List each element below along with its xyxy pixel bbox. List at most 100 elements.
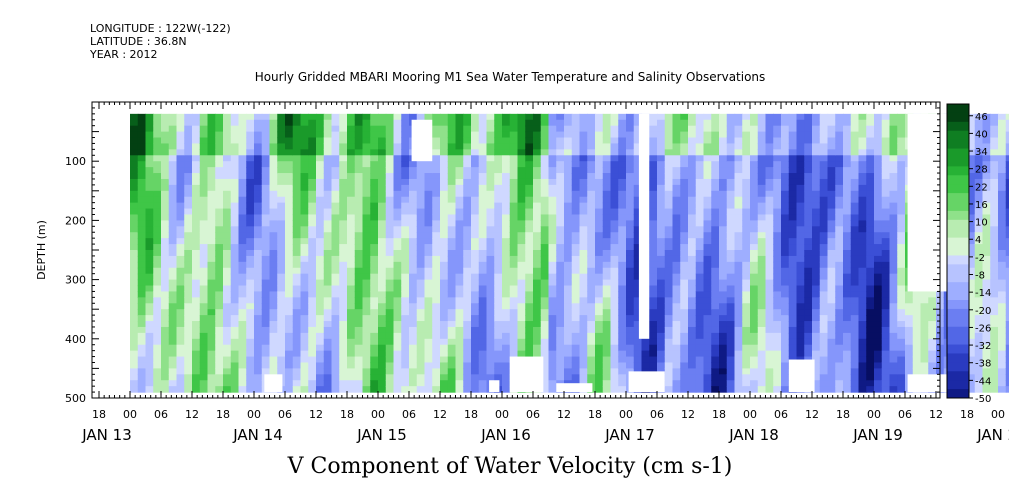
heatmap-cell [858,374,867,381]
heatmap-cell [618,362,627,369]
heatmap-cell [447,338,457,346]
heatmap-cell [757,297,767,304]
heatmap-cell [269,190,278,198]
heatmap-cell [626,332,635,340]
heatmap-cell [316,386,325,393]
heatmap-cell [199,196,209,204]
heatmap-cell [633,131,643,139]
heatmap-cell [827,261,836,269]
heatmap-cell [680,155,689,162]
heatmap-cell [711,244,720,251]
heatmap-cell [385,155,395,162]
heatmap-cell [819,362,829,369]
heatmap-cell [285,167,294,174]
heatmap-cell [192,297,201,304]
heatmap-cell [354,155,364,162]
heatmap-cell [571,374,581,381]
heatmap-cell [354,285,364,293]
heatmap-cell [192,184,201,192]
heatmap-cell [440,368,449,375]
heatmap-cell [874,291,883,298]
heatmap-cell [618,238,627,245]
heatmap-cell [812,297,821,304]
heatmap-cell [447,119,457,127]
heatmap-cell [657,131,666,139]
heatmap-cell [323,285,333,293]
heatmap-cell [626,131,635,139]
heatmap-cell [688,267,697,275]
heatmap-cell [323,220,333,227]
heatmap-cell [432,125,441,133]
heatmap-cell [494,196,503,204]
heatmap-cell [145,261,154,269]
heatmap-cell [571,344,581,352]
heatmap-cell [285,220,294,227]
heatmap-cell [688,214,697,221]
heatmap-cell [385,338,395,346]
heatmap-cell [618,196,627,204]
heatmap-cell [153,238,162,245]
heatmap-cell [618,332,627,340]
heatmap-cell [781,250,790,257]
heatmap-cell [835,332,844,340]
heatmap-cell [130,113,139,121]
heatmap-cell [757,332,767,340]
heatmap-cell [866,291,875,298]
heatmap-cell [215,190,224,198]
heatmap-cell [819,326,829,334]
heatmap-cell [292,196,302,204]
heatmap-cell [455,374,464,381]
heatmap-cell [835,350,844,358]
heatmap-cell [664,184,674,192]
heatmap-cell [238,190,247,198]
chart-title: Hourly Gridded MBARI Mooring M1 Sea Wate… [254,70,766,84]
heatmap-cell [401,202,410,210]
heatmap-cell [897,190,906,198]
heatmap-cell [176,332,185,340]
heatmap-cell [626,338,635,346]
heatmap-cell [719,196,728,204]
heatmap-cell [176,232,185,239]
heatmap-cell [750,338,759,346]
heatmap-cell [726,220,736,227]
heatmap-cell [866,255,875,263]
heatmap-cell [750,220,759,227]
heatmap-cell [130,374,139,381]
heatmap-cell [277,344,286,352]
heatmap-cell [207,125,216,133]
heatmap-cell [587,309,596,316]
heatmap-cell [781,238,790,245]
heatmap-cell [331,386,340,393]
heatmap-cell [618,279,627,287]
heatmap-cell [812,196,821,204]
heatmap-cell [866,386,875,393]
heatmap-cell [517,267,526,275]
heatmap-cell [254,214,263,221]
heatmap-cell [269,220,278,227]
heatmap-cell [246,279,255,287]
heatmap-cell [137,173,147,180]
heatmap-cell [757,244,767,251]
heatmap-cell [509,326,519,334]
heatmap-cell [819,143,829,150]
heatmap-cell [153,125,162,133]
heatmap-cell [750,321,759,328]
heatmap-cell [781,232,790,239]
heatmap-cell [207,267,216,275]
heatmap-cell [223,125,232,133]
heatmap-cell [533,167,542,174]
heatmap-cell [796,332,805,340]
heatmap-cell [819,368,829,375]
heatmap-cell [610,178,619,186]
heatmap-cell [843,273,852,281]
heatmap-cell [618,250,627,257]
heatmap-cell [835,273,844,281]
heatmap-cell [285,244,294,251]
heatmap-cell [556,220,565,227]
heatmap-cell [416,291,426,298]
heatmap-cell [734,261,743,269]
heatmap-cell [455,208,464,216]
heatmap-cell [223,297,232,304]
heatmap-cell [509,190,519,198]
heatmap-cell [494,149,503,156]
